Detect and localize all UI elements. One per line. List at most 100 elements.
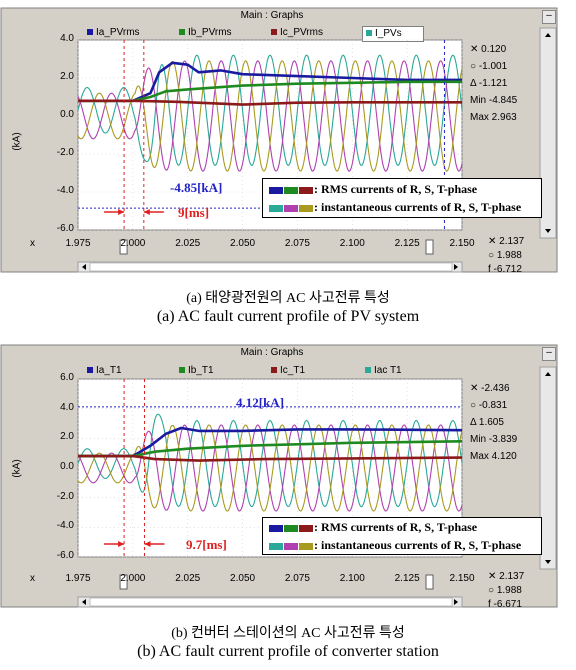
legend-box: : RMS currents of R, S, T-phase : instan… [262,178,542,218]
legend-swatch [299,524,313,532]
readout-min: Min -4.845 [470,95,518,106]
legend-swatch [284,542,298,550]
graph-panel-b: Main : Graphs – Ia_T1 Ib_T1 Ic_T1 Iac T1… [0,335,576,670]
bottom-readout-f: f -6.712 [488,264,522,275]
legend-inst: : instantaneous currents of R, S, T-phas… [269,538,521,553]
readout-delta: Δ 1.605 [470,417,504,428]
legend-rms: : RMS currents of R, S, T-phase [269,182,477,197]
x-tick-label: 2.125 [394,238,420,249]
series-tab-label: I_PVs [375,28,402,39]
x-tick-label: 2.025 [175,573,201,584]
series-line-i-pvs [77,54,463,167]
series-tab-ic[interactable]: Ic_T1 [268,364,354,378]
y-tick-label: -2.0 [56,490,74,502]
swatch-icon [179,366,185,373]
series-line-ia-t1 [78,426,463,458]
bottom-readout-f: f -6.671 [488,599,522,610]
peak-annotation: 4.12[kA] [236,395,285,410]
legend-inst-label: : instantaneous currents of R, S, T-phas… [314,200,522,214]
legend-rms: : RMS currents of R, S, T-phase [269,520,477,535]
series-line-instantaneous-t [77,424,463,512]
y-tick-label: 4.0 [60,401,74,413]
time-annotation: 9.7[ms] [186,537,227,552]
cursor-handle[interactable] [119,574,128,590]
series-tab-ia[interactable]: Ia_T1 [84,364,170,378]
cursor-handle[interactable] [425,574,434,590]
x-axis-prefix: x [30,573,35,584]
swatch-icon [271,366,277,373]
legend-swatch [299,542,313,550]
window-title: Main : Graphs [240,10,304,21]
series-line-ib-pvrms [78,80,462,103]
legend-swatch [284,524,298,532]
x-tick-label: 2.000 [120,573,146,584]
series-tab-ib[interactable]: Ib_T1 [176,364,262,378]
legend-box: : RMS currents of R, S, T-phase : instan… [262,517,542,555]
swatch-icon [87,28,93,35]
series-tab-ic[interactable]: Ic_PVrms [268,26,354,40]
cursor-handle[interactable] [425,239,434,255]
arrow-head-icon [118,541,125,547]
arrow-head-icon [143,209,150,215]
series-tab-label: Ia_PVrms [96,27,140,38]
legend-swatch [269,524,283,532]
readout-max: Max 2.963 [470,112,517,123]
time-annotation: 9[ms] [178,205,210,220]
y-tick-label: 4.0 [60,33,74,44]
cursor-handle[interactable] [119,239,128,255]
legend-swatch [299,186,313,194]
legend-rms-label: : RMS currents of R, S, T-phase [314,520,478,534]
legend-inst: : instantaneous currents of R, S, T-phas… [269,200,521,215]
minimize-button[interactable]: – [542,10,556,24]
minimize-button[interactable]: – [542,347,556,361]
series-tab-iac[interactable]: Iac T1 [362,364,424,378]
caption-ko: (a) 태양광전원의 AC 사고전류 특성 [186,291,390,306]
legend-swatch [269,186,283,194]
caption-en: (b) AC fault current profile of converte… [137,643,439,660]
x-tick-label: 2.150 [449,238,475,249]
series-line-ic-pvrms [78,99,462,106]
plot-area-b [77,378,463,590]
x-axis-prefix: x [30,238,35,249]
series-line-ic-t1 [78,454,463,462]
bottom-readout-o: ○ 1.988 [488,585,522,596]
x-tick-label: 2.100 [339,238,365,249]
y-tick-label: -4.0 [56,520,74,532]
y-tick-label: 2.0 [60,71,74,82]
x-tick-label: 2.000 [120,238,146,249]
y-tick-label: -4.0 [56,185,74,196]
y-tick-label: -6.0 [56,550,74,561]
plot-area-a [77,39,463,255]
y-tick-label: 2.0 [60,431,74,443]
y-tick-label: 0.0 [60,109,74,120]
readout-x: ✕ -2.436 [470,383,510,394]
series-tab-ipvs[interactable]: I_PVs [362,26,424,42]
y-tick-label: -2.0 [56,147,74,158]
series-tab-ia[interactable]: Ia_PVrms [84,26,170,40]
legend-swatch [284,204,298,212]
legend-swatch [299,204,313,212]
readout-x: ✕ 0.120 [470,44,507,55]
swatch-icon [365,366,371,373]
swatch-icon [271,28,277,35]
swatch-icon [87,366,93,373]
legend-swatch [269,542,283,550]
swatch-icon [179,28,185,35]
swatch-icon [366,29,372,36]
x-tick-label: 2.050 [230,573,256,584]
series-tab-label: Iac T1 [374,365,402,376]
y-tick-label: 6.0 [60,372,74,383]
series-tab-ib[interactable]: Ib_PVrms [176,26,262,40]
bottom-readout-x: ✕ 2.137 [488,571,525,582]
x-tick-label: 2.075 [284,573,310,584]
window-title: Main : Graphs [240,347,304,358]
x-tick-label: 2.150 [449,573,475,584]
arrow-head-icon [118,209,125,215]
x-tick-label: 2.025 [175,238,201,249]
series-tab-label: Ic_T1 [280,365,306,376]
x-tick-label: 2.050 [230,238,256,249]
series-line-iac-t1 [77,413,463,508]
bottom-readout-x: ✕ 2.137 [488,236,525,247]
x-tick-label: 1.975 [65,238,91,249]
x-tick-label: 2.075 [284,238,310,249]
